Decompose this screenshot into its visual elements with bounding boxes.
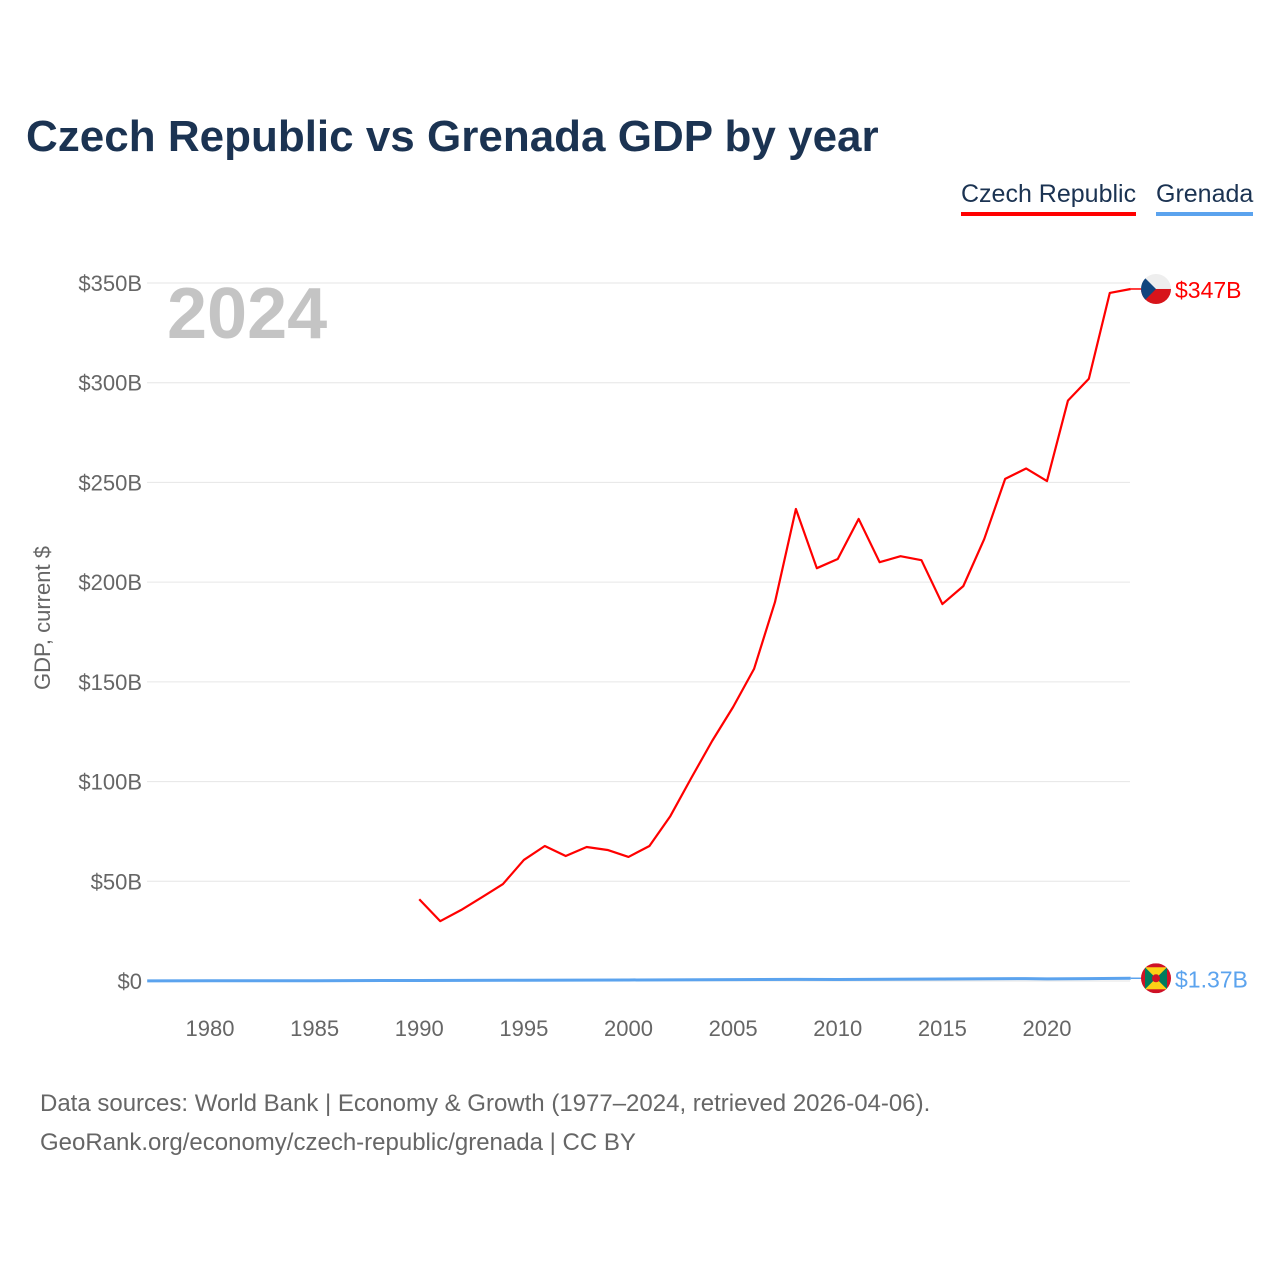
grenada-flag-icon <box>1141 963 1171 994</box>
x-tick-label: 2000 <box>604 1016 653 1041</box>
x-tick-label: 1985 <box>290 1016 339 1041</box>
y-tick-label: $0 <box>118 969 142 994</box>
y-tick-label: $50B <box>91 869 142 894</box>
legend-czech-republic[interactable]: Czech Republic <box>961 180 1137 216</box>
x-tick-label: 1995 <box>499 1016 548 1041</box>
legend-grenada[interactable]: Grenada <box>1156 180 1254 216</box>
chart-title: Czech Republic vs Grenada GDP by year <box>26 112 879 161</box>
x-tick-label: 2015 <box>918 1016 967 1041</box>
czech-flag-icon <box>1141 273 1171 304</box>
y-tick-label: $350B <box>78 271 142 296</box>
flag <box>1141 963 1171 994</box>
y-tick-label: $250B <box>78 470 142 495</box>
flag-green <box>1145 967 1156 990</box>
series-line-grenada <box>147 976 1131 983</box>
x-tick-label: 1990 <box>395 1016 444 1041</box>
year-label: 2024 <box>167 274 327 354</box>
y-tick-label: $150B <box>78 670 142 695</box>
x-tick-label: 2005 <box>709 1016 758 1041</box>
y-tick-label: $100B <box>78 770 142 795</box>
y-tick-label: $200B <box>78 570 142 595</box>
series-line-czech-republic <box>418 287 1131 923</box>
y-axis-label: GDP, current $ <box>30 546 55 690</box>
end-value-label: $347B <box>1175 277 1242 303</box>
end-value-label: $1.37B <box>1175 966 1248 992</box>
flag-blue <box>1141 273 1156 304</box>
source-line-1: Data sources: World Bank | Economy & Gro… <box>40 1090 931 1117</box>
flag-green <box>1156 967 1167 990</box>
flag <box>1141 273 1171 304</box>
y-tick-label: $300B <box>78 371 142 396</box>
x-tick-label: 2020 <box>1023 1016 1072 1041</box>
x-tick-label: 1980 <box>186 1016 235 1041</box>
x-tick-label: 2010 <box>813 1016 862 1041</box>
flag-center <box>1152 974 1160 983</box>
source-line-2[interactable]: GeoRank.org/economy/czech-republic/grena… <box>40 1129 636 1156</box>
